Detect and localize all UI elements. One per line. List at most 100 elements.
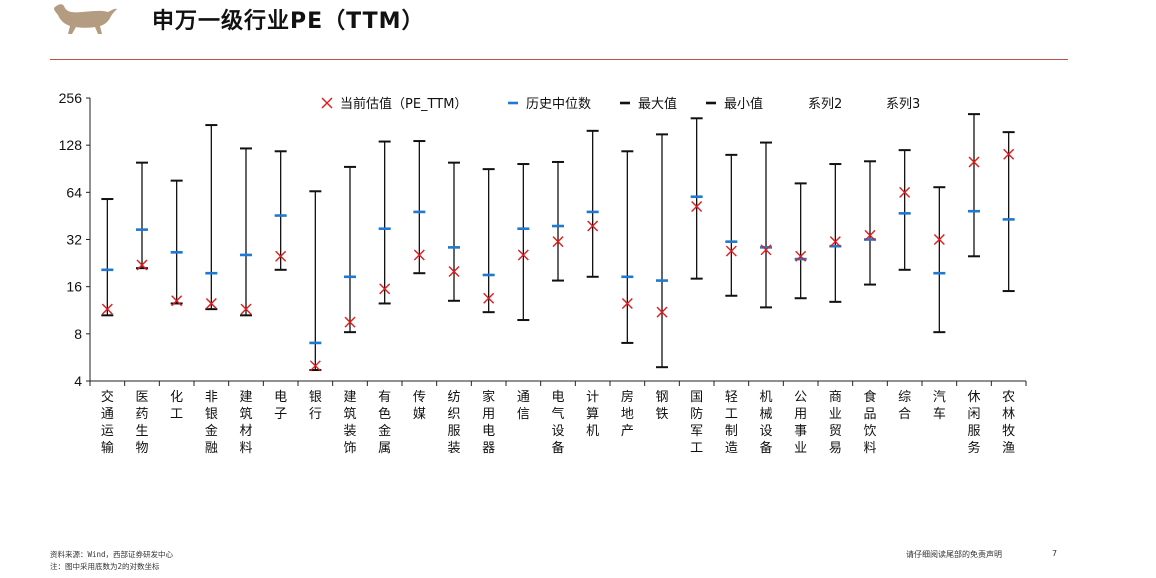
x-tick-label-char: 装 — [447, 441, 460, 456]
x-tick-label-char: 工 — [725, 407, 738, 422]
x-stroke — [309, 360, 321, 372]
current-pe-marker — [725, 245, 737, 257]
x-stroke — [864, 229, 876, 241]
legend-label: 系列3 — [886, 97, 920, 112]
x-tick-label-char: 物 — [135, 441, 148, 456]
x-stroke — [1003, 148, 1015, 160]
x-tick-label-char: 制 — [725, 424, 738, 439]
x-tick-label-char: 地 — [621, 407, 634, 422]
bull-silhouette — [54, 4, 117, 34]
x-tick-label-char: 备 — [759, 440, 772, 456]
x-tick-label-char: 色 — [378, 406, 391, 422]
x-tick-label-char: 饮 — [863, 424, 876, 439]
x-tick-label-char: 机 — [586, 424, 599, 439]
x-stroke — [968, 156, 980, 168]
x-tick-label-char: 医 — [135, 390, 148, 405]
x-stroke — [275, 250, 287, 262]
x-tick-label-char: 通 — [101, 407, 114, 422]
current-pe-marker — [309, 360, 321, 372]
x-tick-label-char: 媒 — [413, 407, 426, 422]
x-tick-label-char: 公 — [794, 390, 807, 405]
x-tick-label-char: 纺 — [447, 390, 460, 405]
x-stroke — [171, 295, 183, 307]
x-tick-label-char: 有 — [378, 390, 391, 405]
x-tick-label-char: 银 — [205, 407, 218, 422]
x-tick-label-char: 非 — [205, 390, 218, 405]
current-pe-marker — [136, 259, 148, 271]
current-pe-marker — [795, 250, 807, 262]
x-tick-label-char: 传 — [413, 390, 426, 405]
current-pe-marker — [621, 297, 633, 309]
x-tick-label-char: 业 — [829, 407, 842, 422]
x-tick-label-char: 机 — [759, 390, 772, 405]
x-tick-label-char: 防 — [690, 406, 703, 422]
x-tick-label-char: 织 — [447, 407, 460, 422]
x-tick-label-char: 渔 — [1002, 441, 1015, 456]
x-tick-label-char: 工 — [170, 407, 183, 422]
y-tick-label: 16 — [66, 279, 82, 295]
current-pe-marker — [483, 292, 495, 304]
x-stroke — [517, 249, 529, 261]
x-tick-label-char: 易 — [829, 441, 842, 456]
x-tick-label-char: 建 — [239, 390, 252, 405]
x-tick-label-char: 料 — [239, 441, 252, 456]
x-tick-label-char: 用 — [482, 407, 495, 422]
x-tick-label-char: 融 — [205, 441, 218, 456]
x-tick-label-char: 设 — [759, 424, 772, 439]
current-pe-marker — [344, 316, 356, 328]
x-tick-label-char: 饰 — [343, 441, 356, 456]
current-pe-marker — [171, 295, 183, 307]
x-stroke — [101, 303, 113, 315]
x-tick-label-char: 品 — [863, 407, 876, 422]
current-pe-marker — [1003, 148, 1015, 160]
legend-label: 最大值 — [638, 96, 677, 112]
current-pe-marker — [552, 236, 564, 248]
disclaimer-link[interactable]: 请仔细阅读尾部的免责声明 — [906, 550, 1002, 559]
x-tick-label-char: 化 — [170, 390, 183, 405]
x-tick-label-char: 设 — [551, 424, 564, 439]
y-tick-label: 8 — [74, 326, 82, 342]
x-tick-label-char: 轻 — [725, 390, 738, 405]
x-tick-label-char: 金 — [378, 423, 391, 439]
current-pe-marker — [933, 234, 945, 245]
x-tick-label-char: 农 — [1002, 390, 1015, 405]
x-tick-label-char: 商 — [829, 390, 842, 405]
x-tick-label-char: 务 — [967, 440, 980, 456]
x-stroke — [483, 292, 495, 304]
current-pe-marker — [829, 236, 841, 248]
current-pe-marker — [413, 249, 425, 261]
x-tick-label-char: 牧 — [1002, 424, 1015, 439]
source-note: 资料来源：Wind，西部证券研发中心 — [50, 550, 174, 559]
x-stroke — [760, 244, 772, 256]
x-tick-label-char: 服 — [447, 424, 460, 439]
x-tick-label-char: 车 — [933, 406, 946, 422]
current-pe-marker — [205, 297, 217, 309]
x-tick-label-char: 输 — [101, 440, 114, 456]
x-tick-label-char: 通 — [517, 390, 530, 405]
x-tick-label-char: 工 — [690, 441, 703, 456]
x-tick-label-char: 服 — [967, 424, 980, 439]
x-tick-label-char: 铁 — [655, 407, 668, 422]
x-tick-label-char: 算 — [586, 407, 599, 422]
x-tick-label-char: 金 — [205, 423, 218, 439]
x-tick-label-char: 汽 — [933, 390, 946, 405]
x-tick-label-char: 贸 — [829, 424, 842, 439]
x-tick-label-char: 电 — [551, 390, 564, 405]
current-pe-marker — [587, 220, 599, 232]
x-tick-label-char: 建 — [343, 390, 356, 405]
x-tick-label-char: 器 — [482, 441, 495, 456]
legend-label: 当前估值（PE_TTM） — [340, 96, 467, 112]
current-pe-marker — [691, 200, 703, 212]
x-tick-label-char: 备 — [551, 440, 564, 456]
x-stroke — [448, 265, 460, 277]
x-stroke — [691, 200, 703, 212]
current-pe-marker — [448, 265, 460, 277]
legend-current-icon — [321, 97, 333, 109]
x-stroke — [621, 297, 633, 309]
x-tick-label-char: 装 — [343, 424, 356, 439]
x-tick-label-char: 行 — [309, 407, 322, 422]
current-pe-marker — [101, 303, 113, 315]
y-tick-label: 4 — [74, 373, 82, 389]
current-pe-marker — [517, 249, 529, 261]
x-tick-label-char: 药 — [135, 407, 148, 422]
